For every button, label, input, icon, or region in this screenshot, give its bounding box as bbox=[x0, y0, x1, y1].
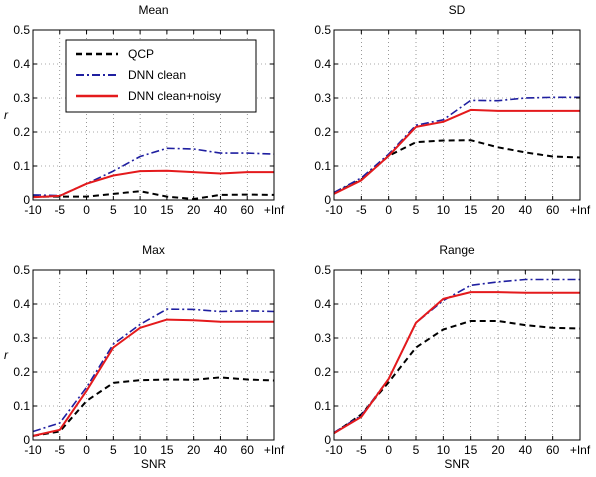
legend-label-1: QCP bbox=[128, 47, 154, 61]
legend-label-2: DNN clean bbox=[128, 68, 186, 82]
series-line-dnn-clean bbox=[32, 147, 275, 197]
x-tick-label: 40 bbox=[519, 203, 533, 217]
x-tick-label: 10 bbox=[437, 443, 451, 457]
x-tick-label: +Inf bbox=[264, 443, 285, 457]
y-tick-label: 0.2 bbox=[314, 125, 331, 139]
series-line-dnn-clean-noisy bbox=[333, 108, 580, 195]
series-line-qcp bbox=[33, 190, 275, 200]
x-tick-label: 20 bbox=[187, 443, 201, 457]
y-tick-label: 0.3 bbox=[314, 331, 331, 345]
y-tick-label: 0.5 bbox=[314, 23, 331, 37]
x-tick-label: -10 bbox=[325, 443, 343, 457]
x-tick-label: 60 bbox=[241, 443, 255, 457]
plot-frame bbox=[32, 29, 275, 201]
y-tick-label: 0.5 bbox=[13, 263, 30, 277]
x-tick-label: 20 bbox=[491, 443, 505, 457]
y-tick-label: 0.2 bbox=[13, 125, 30, 139]
series-line-dnn-clean bbox=[333, 96, 580, 194]
x-tick-label: -10 bbox=[24, 203, 42, 217]
y-tick-label: 0 bbox=[324, 433, 331, 447]
x-axis-label: SNR bbox=[141, 457, 167, 471]
x-tick-label: 60 bbox=[241, 203, 255, 217]
chart-panel-1: -10 -5 0 5 10 15 20 40 60 +Inf 0 0.1 0.2 0.3 0.4 0.5 Mea… bbox=[4, 3, 285, 217]
x-tick-label: 0 bbox=[385, 443, 392, 457]
x-tick-label: 5 bbox=[110, 443, 117, 457]
chart-panel-2: -10 -5 0 5 10 15 20 40 60 +Inf 0 0.1 0.2 0.3 0.4 0.5 SD bbox=[314, 3, 591, 217]
legend-label-3: DNN clean+noisy bbox=[128, 89, 221, 103]
series-line-dnn-clean-noisy bbox=[32, 169, 274, 199]
series-line-dnn-clean-noisy bbox=[32, 318, 274, 437]
x-tick-label: 5 bbox=[413, 203, 420, 217]
x-tick-label: 60 bbox=[546, 203, 560, 217]
chart-title: Range bbox=[439, 243, 475, 257]
series-line-dnn-clean bbox=[333, 278, 580, 434]
x-tick-label: 10 bbox=[133, 203, 147, 217]
y-tick-label: 0 bbox=[23, 193, 30, 207]
y-tick-label: 0.2 bbox=[13, 365, 30, 379]
y-tick-label: 0 bbox=[324, 193, 331, 207]
x-tick-label: 60 bbox=[546, 443, 560, 457]
series-line-dnn-clean-noisy bbox=[333, 291, 580, 435]
y-tick-label: 0.3 bbox=[314, 91, 331, 105]
x-tick-label: 0 bbox=[83, 203, 90, 217]
x-tick-label: 40 bbox=[214, 203, 228, 217]
y-tick-label: 0.1 bbox=[314, 159, 331, 173]
chart-title: Mean bbox=[138, 3, 168, 17]
x-tick-label: -5 bbox=[356, 203, 367, 217]
y-tick-label: 0.1 bbox=[13, 159, 30, 173]
y-axis-label: r bbox=[4, 108, 9, 122]
x-tick-label: 20 bbox=[491, 203, 505, 217]
y-tick-label: 0.4 bbox=[13, 57, 30, 71]
x-tick-label: +Inf bbox=[570, 443, 591, 457]
plot-frame bbox=[333, 269, 581, 441]
y-tick-label: 0.1 bbox=[13, 399, 30, 413]
x-tick-label: 10 bbox=[437, 203, 451, 217]
chart-panel-3: -10 -5 0 5 10 15 20 40 60 +Inf 0 0.1 0.2 0.3 0.4 0.5 Max… bbox=[4, 243, 285, 471]
y-tick-label: 0.2 bbox=[314, 365, 331, 379]
x-tick-label: -5 bbox=[356, 443, 367, 457]
x-tick-label: -5 bbox=[54, 203, 65, 217]
y-tick-label: 0.4 bbox=[13, 297, 30, 311]
chart-title: SD bbox=[449, 3, 466, 17]
x-tick-label: 0 bbox=[83, 443, 90, 457]
chart-panel-4: -10 -5 0 5 10 15 20 40 60 +Inf 0 0.1 0.2 0.3 0.4 0.5 Ran… bbox=[314, 243, 591, 471]
x-tick-label: -10 bbox=[24, 443, 42, 457]
x-tick-label: -5 bbox=[54, 443, 65, 457]
x-tick-label: 15 bbox=[160, 203, 174, 217]
series-line-qcp bbox=[32, 376, 275, 437]
y-tick-label: 0.1 bbox=[314, 399, 331, 413]
x-tick-label: +Inf bbox=[264, 203, 285, 217]
x-tick-label: 10 bbox=[133, 443, 147, 457]
x-tick-label: 15 bbox=[464, 443, 478, 457]
x-tick-label: 15 bbox=[464, 203, 478, 217]
y-tick-label: 0 bbox=[23, 433, 30, 447]
y-tick-label: 0.3 bbox=[13, 91, 30, 105]
plot-frame bbox=[333, 29, 581, 201]
legend: QCP DNN clean DNN clean+noisy bbox=[65, 39, 257, 113]
y-tick-label: 0.5 bbox=[314, 263, 331, 277]
x-tick-label: 40 bbox=[214, 443, 228, 457]
chart-title: Max bbox=[142, 243, 165, 257]
y-tick-label: 0.4 bbox=[314, 297, 331, 311]
y-tick-label: 0.4 bbox=[314, 57, 331, 71]
series-line-dnn-clean bbox=[32, 308, 275, 433]
y-axis-label: r bbox=[4, 348, 9, 362]
y-tick-label: 0.3 bbox=[13, 331, 30, 345]
y-tick-label: 0.5 bbox=[13, 23, 30, 37]
x-tick-label: +Inf bbox=[570, 203, 591, 217]
x-tick-label: 5 bbox=[110, 203, 117, 217]
x-axis-label: SNR bbox=[444, 457, 470, 471]
x-tick-label: 20 bbox=[187, 203, 201, 217]
x-tick-label: 5 bbox=[413, 443, 420, 457]
plot-frame bbox=[32, 269, 275, 441]
x-tick-label: -10 bbox=[325, 203, 343, 217]
x-tick-label: 40 bbox=[519, 443, 533, 457]
series-line-qcp bbox=[333, 139, 581, 195]
x-tick-label: 15 bbox=[160, 443, 174, 457]
x-tick-label: 0 bbox=[385, 203, 392, 217]
